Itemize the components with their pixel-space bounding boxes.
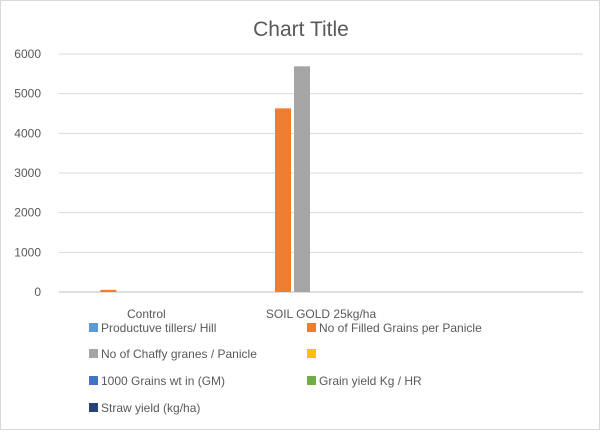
x-category-label: SOIL GOLD 25kg/ha: [266, 307, 377, 321]
y-tick-label: 2000: [14, 206, 41, 220]
y-tick-label: 6000: [14, 47, 41, 61]
legend-label: 1000 Grains wt in (GM): [101, 374, 225, 388]
y-tick-label: 1000: [14, 245, 41, 259]
y-tick-label: 5000: [14, 87, 41, 101]
legend-swatch: [307, 323, 316, 332]
legend: Productuve tillers/ Hill No of Filled Gra…: [89, 321, 482, 415]
y-axis: 0 1000 2000 3000 4000 5000 6000: [14, 47, 41, 299]
legend-swatch: [89, 349, 98, 358]
chart-title: Chart Title: [253, 18, 349, 41]
bar: [294, 66, 310, 293]
legend-label: No of Chaffy granes / Panicle: [101, 347, 257, 361]
legend-swatch: [307, 376, 316, 385]
legend-swatch: [307, 349, 316, 358]
y-tick-label: 0: [34, 285, 41, 299]
legend-swatch: [89, 323, 98, 332]
y-tick-label: 4000: [14, 126, 41, 140]
legend-swatch: [89, 403, 98, 412]
y-tick-label: 3000: [14, 166, 41, 180]
bar: [275, 108, 291, 293]
legend-label: Grain yield Kg / HR: [319, 374, 422, 388]
x-axis: Control SOIL GOLD 25kg/ha: [127, 307, 376, 321]
legend-label: Productuve tillers/ Hill: [101, 321, 216, 335]
legend-swatch: [89, 376, 98, 385]
legend-label: Straw yield (kg/ha): [101, 401, 200, 415]
x-category-label: Control: [127, 307, 166, 321]
gridlines: [59, 53, 583, 293]
bar: [100, 289, 117, 292]
bars: [100, 66, 310, 293]
legend-label: No of Filled Grains per Panicle: [319, 321, 482, 335]
